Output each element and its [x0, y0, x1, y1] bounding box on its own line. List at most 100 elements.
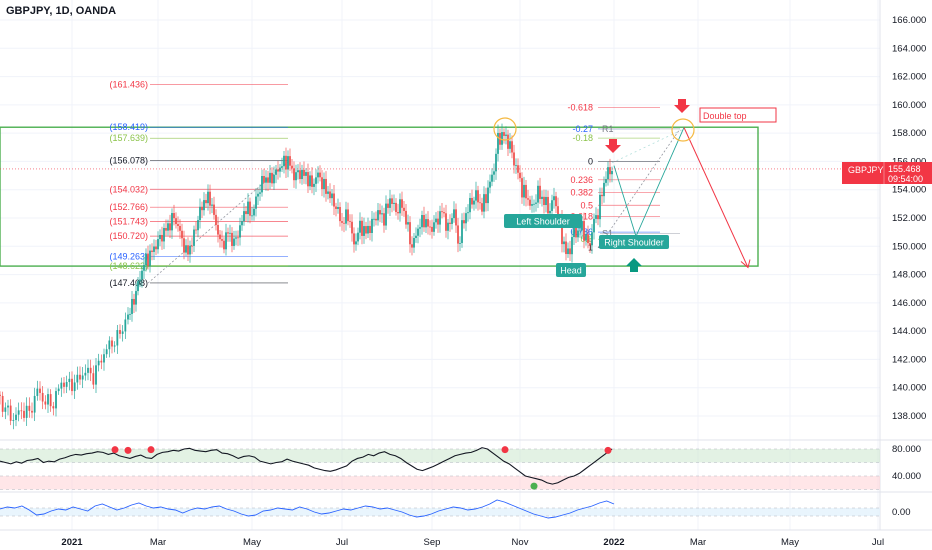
candle-body — [137, 281, 139, 292]
candle-body — [17, 410, 20, 415]
candle-body — [607, 167, 609, 180]
candle-body — [483, 194, 485, 212]
candle-body — [129, 313, 131, 315]
candle-body — [209, 191, 211, 206]
candle-body — [76, 374, 79, 383]
candle-body — [47, 394, 49, 405]
candle-body — [339, 207, 341, 222]
candle-body — [491, 174, 493, 182]
candle-body — [521, 178, 523, 198]
candle-body — [12, 419, 15, 421]
candle-body — [81, 375, 84, 380]
candle-body — [465, 213, 467, 224]
fib-level-label: (151.743) — [109, 217, 148, 227]
y-tick-label: 144.000 — [892, 326, 926, 337]
highlight-circle — [671, 118, 695, 142]
candle-body — [555, 196, 557, 207]
candle-body — [415, 235, 417, 238]
candle-body — [327, 191, 329, 194]
candle-body — [245, 211, 247, 215]
candle-body — [97, 360, 100, 366]
candle-body — [139, 279, 141, 282]
candle-body — [307, 172, 309, 187]
candle-body — [519, 172, 521, 179]
candle-body — [205, 200, 207, 204]
fib-level-label: (154.032) — [109, 184, 148, 194]
candle-body — [105, 349, 108, 355]
candle-body — [459, 243, 461, 244]
candle-body — [141, 270, 143, 280]
price-badge-price: 155.468 — [888, 164, 921, 174]
candle-body — [527, 198, 529, 200]
candle-body — [28, 405, 31, 411]
candle-body — [479, 202, 481, 204]
candle-body — [393, 202, 395, 204]
label-left-shoulder: Left Shoulder — [516, 217, 570, 227]
candle-body — [549, 210, 551, 214]
rsi-trough-marker — [530, 482, 538, 490]
candle-body — [221, 239, 223, 241]
candle-body — [557, 206, 559, 218]
candle-body — [373, 218, 375, 220]
candle-body — [565, 241, 567, 255]
candle-body — [423, 215, 425, 228]
candle-body — [265, 177, 267, 183]
candle-body — [481, 203, 483, 212]
osc-zone — [0, 508, 880, 516]
candle-body — [303, 169, 305, 176]
candle-body — [397, 212, 399, 214]
fib-level-label: -0.618 — [567, 103, 593, 113]
candle-body — [313, 183, 315, 187]
candle-body — [173, 213, 175, 219]
fib-level-label: (150.720) — [109, 231, 148, 241]
candle-body — [20, 410, 23, 412]
candle-body — [377, 210, 379, 221]
candle-body — [531, 204, 533, 206]
candle-body — [445, 213, 447, 231]
rsi-peak-marker — [111, 446, 119, 454]
candle-body — [0, 394, 1, 396]
candle-body — [237, 237, 239, 239]
candle-body — [595, 215, 597, 219]
candle-body — [187, 245, 189, 255]
candle-body — [475, 190, 477, 201]
candle-body — [453, 209, 455, 219]
candle-body — [575, 225, 577, 238]
candle-body — [147, 253, 149, 266]
candle-body — [33, 395, 36, 413]
candle-body — [31, 410, 33, 413]
candle-body — [529, 199, 531, 206]
candle-body — [329, 191, 331, 199]
candle-body — [429, 226, 431, 228]
x-tick-label: 2021 — [61, 537, 83, 548]
candle-body — [421, 215, 423, 228]
sell-arrow-icon — [674, 99, 690, 113]
candle-body — [511, 141, 513, 153]
candle-body — [293, 168, 295, 181]
candle-body — [305, 172, 307, 176]
candle-body — [569, 248, 571, 255]
candle-body — [419, 227, 421, 229]
candle-body — [409, 222, 411, 245]
candle-body — [383, 213, 385, 226]
candles-group — [0, 123, 613, 430]
candle-body — [243, 211, 245, 222]
candle-body — [311, 175, 313, 187]
fib-level-label: -0.18 — [572, 133, 593, 143]
candle-body — [343, 222, 345, 224]
candle-body — [211, 204, 213, 206]
candle-body — [441, 211, 443, 213]
candle-body — [263, 175, 265, 183]
candle-body — [425, 219, 427, 228]
candle-body — [335, 206, 337, 209]
fib-level-label: 0 — [588, 156, 593, 166]
candle-body — [417, 228, 419, 236]
y-tick-label: 158.000 — [892, 128, 926, 139]
candle-body — [255, 196, 257, 209]
candle-body — [517, 165, 519, 173]
candle-body — [537, 185, 539, 203]
candle-body — [4, 407, 7, 412]
candle-body — [325, 178, 327, 194]
candle-body — [65, 382, 68, 387]
